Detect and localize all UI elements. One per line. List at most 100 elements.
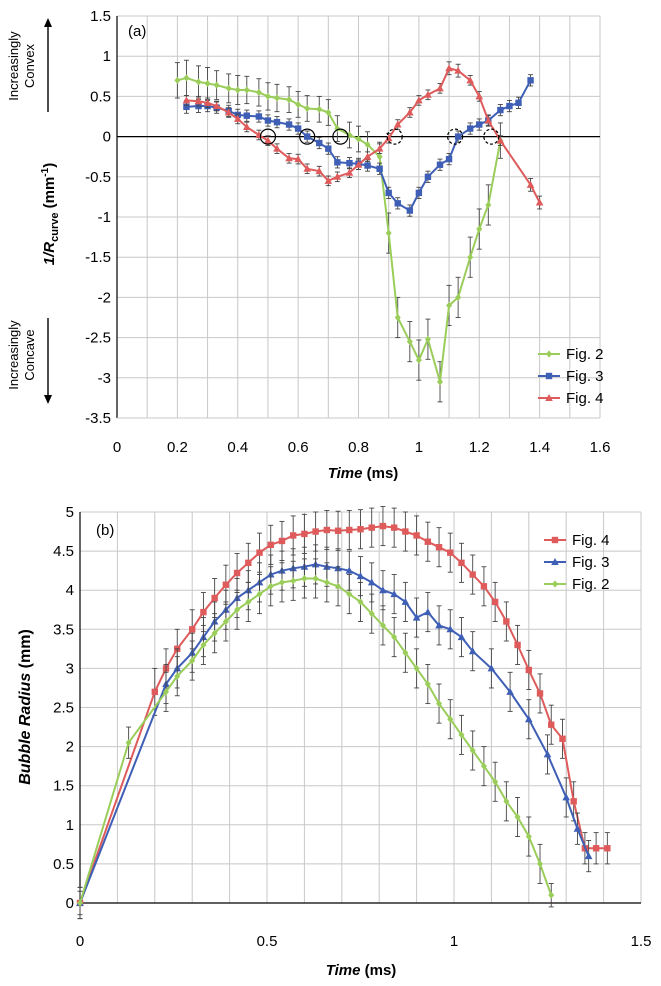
zero-crossing-circle-dashed — [447, 128, 464, 145]
y-tick-label: 2 — [66, 739, 74, 756]
zero-crossing-circle-dashed — [483, 128, 500, 145]
zero-crossing-circle-solid — [299, 128, 316, 145]
data-point — [379, 586, 387, 594]
data-point — [289, 532, 297, 539]
x-tick-label: 1 — [415, 439, 423, 456]
data-point — [345, 566, 354, 574]
data-point — [267, 541, 274, 549]
data-point — [301, 530, 308, 538]
data-point — [476, 121, 483, 128]
convex-label-line1: Increasingly — [6, 31, 21, 101]
data-point — [323, 526, 331, 534]
data-point — [174, 76, 181, 84]
legend-entry: Fig. 2 — [544, 576, 610, 593]
data-point — [346, 526, 353, 534]
data-point — [189, 626, 196, 633]
y-tick-label: 0 — [66, 895, 74, 912]
data-point — [573, 824, 582, 832]
data-point — [446, 625, 455, 633]
legend-swatch-marker — [551, 536, 559, 544]
y-tick-label: 1.5 — [53, 778, 74, 795]
data-point — [402, 649, 409, 657]
data-point — [264, 92, 271, 100]
data-point — [454, 66, 462, 74]
data-point — [255, 88, 262, 96]
zero-crossing-circle-dashed — [386, 128, 403, 145]
data-point — [527, 77, 534, 84]
data-point — [424, 335, 431, 343]
data-point — [286, 96, 293, 104]
data-point — [379, 522, 387, 530]
x-tick-label: 0.8 — [348, 439, 369, 456]
convex-label-line2: Convex — [22, 43, 37, 88]
concave-label-line2: Concave — [22, 329, 37, 380]
data-point — [454, 133, 462, 140]
data-point — [475, 92, 484, 100]
data-point — [316, 105, 323, 113]
legend-entry: Fig. 4 — [538, 390, 604, 407]
data-point — [401, 597, 410, 605]
series-line — [177, 76, 502, 383]
data-point — [364, 141, 371, 149]
data-point — [536, 690, 544, 697]
data-point — [548, 891, 555, 899]
data-point — [285, 154, 293, 162]
y-tick-label: 1 — [103, 48, 111, 65]
data-point — [469, 746, 476, 755]
data-point — [394, 313, 401, 322]
data-point — [435, 621, 443, 629]
data-point — [436, 161, 444, 168]
legend-swatch-marker — [545, 394, 553, 401]
y-tick-label: -2.5 — [85, 330, 111, 347]
x-tick-label: 0.6 — [288, 439, 309, 456]
data-point — [234, 86, 241, 94]
panel-a-label: (a) — [128, 23, 146, 40]
legend-label: Fig. 2 — [572, 576, 610, 593]
data-point — [447, 549, 454, 556]
panel-a-legend: Fig. 2 Fig. 3 Fig. 4 — [538, 346, 604, 407]
zero-crossing-circle-solid — [332, 128, 349, 145]
data-point — [333, 172, 342, 180]
y-tick-label: -3.5 — [85, 410, 111, 427]
data-point — [445, 64, 453, 72]
data-point — [393, 120, 402, 128]
data-point — [273, 118, 281, 126]
data-point — [273, 144, 281, 152]
data-point — [570, 798, 577, 805]
data-point — [458, 559, 465, 567]
data-point — [526, 180, 535, 188]
data-point — [503, 797, 510, 805]
series-fig-2 — [77, 558, 555, 920]
data-point — [285, 121, 293, 128]
data-point — [390, 590, 398, 598]
data-point — [506, 687, 514, 695]
data-point — [278, 537, 286, 545]
panel-a-x-axis-label: Time (ms) — [328, 465, 399, 482]
data-point — [480, 583, 488, 590]
data-point — [294, 125, 302, 132]
data-point — [334, 527, 342, 534]
series-line — [79, 525, 608, 904]
data-point — [424, 608, 432, 616]
legend-swatch-marker — [545, 372, 553, 380]
data-point — [525, 666, 532, 674]
data-point — [316, 139, 323, 147]
data-point — [497, 106, 504, 114]
data-point — [437, 378, 444, 386]
data-point — [211, 629, 218, 637]
data-point — [356, 572, 365, 580]
data-point — [466, 76, 474, 84]
data-point — [492, 778, 499, 786]
panel-a-x-tick-labels: 0 0.2 0.4 0.6 0.8 1 1.2 1.4 1.6 — [113, 439, 611, 456]
data-point — [243, 86, 250, 94]
data-point — [543, 750, 552, 758]
legend-label: Fig. 2 — [566, 346, 604, 363]
data-point — [480, 762, 487, 770]
panel-b-series — [76, 506, 611, 920]
data-point — [163, 688, 170, 696]
y-tick-label: 0 — [103, 129, 111, 146]
data-point — [384, 134, 393, 142]
y-tick-label: 0.5 — [53, 856, 74, 873]
data-point — [364, 162, 371, 169]
data-point — [290, 577, 297, 585]
